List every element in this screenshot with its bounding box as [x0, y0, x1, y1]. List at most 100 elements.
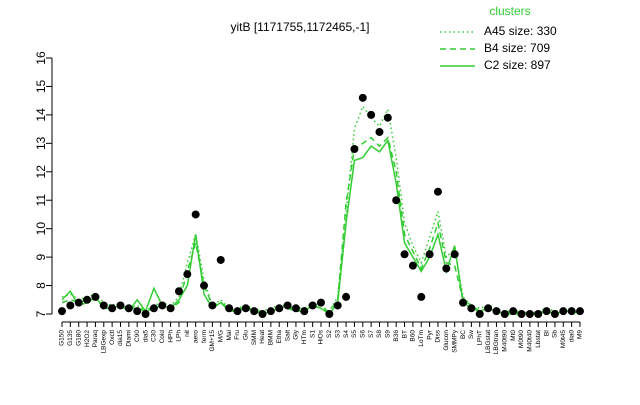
x-tick-label: SMM [251, 330, 258, 345]
x-tick-label: dia0 [568, 330, 575, 343]
x-tick-label: LBGstat [485, 330, 492, 354]
x-tick-label: S3 [334, 330, 341, 338]
legend-label: B4 size: 709 [484, 41, 550, 55]
x-tick-label: S8 [376, 330, 383, 338]
x-tick-label: S1 [309, 330, 316, 338]
data-point [408, 261, 417, 270]
x-tick-label: Paraq [92, 330, 99, 348]
x-tick-label: S2 [326, 330, 333, 338]
data-point [275, 304, 284, 313]
data-point [108, 304, 117, 313]
y-tick-label: 13 [34, 136, 48, 150]
x-tick-label: Oxctl [109, 329, 116, 344]
x-tick-label: nit [184, 330, 191, 337]
x-tick-label: Cold [159, 330, 166, 344]
y-tick-label: 11 [34, 194, 48, 207]
x-tick-label: Sw [468, 330, 475, 339]
y-tick-label: 12 [34, 165, 48, 179]
x-tick-label: M/G [217, 330, 224, 342]
x-tick-label: aero [192, 330, 199, 343]
x-tick-label: Salt [284, 330, 291, 341]
x-tick-label: Gly [293, 329, 300, 340]
data-point [149, 304, 158, 313]
data-point [400, 250, 409, 259]
data-point [576, 307, 584, 316]
x-tick-label: Etha [276, 330, 283, 344]
data-point [350, 145, 359, 154]
x-tick-label: ferm [201, 330, 208, 343]
data-point [467, 304, 476, 313]
x-tick-label: BMM [268, 330, 275, 345]
data-point [442, 264, 451, 273]
data-point [174, 287, 183, 296]
data-point [66, 301, 75, 310]
data-point [417, 292, 426, 301]
y-tick-label: 16 [34, 51, 48, 65]
data-point [475, 310, 484, 318]
data-point [459, 298, 468, 307]
data-point [300, 307, 309, 316]
x-tick-label: HiOs [318, 329, 325, 344]
data-point [166, 304, 175, 313]
data-point [91, 292, 100, 301]
data-point [308, 301, 317, 310]
x-tick-label: Fru [234, 330, 241, 340]
data-point [375, 127, 384, 136]
x-tick-label: SMMPy [451, 329, 458, 353]
data-point [333, 301, 342, 310]
x-tick-label: BT [401, 330, 408, 338]
x-tick-label: Pyr [426, 329, 433, 340]
y-tick-label: 15 [34, 79, 48, 93]
x-tick-label: dia5 [142, 330, 149, 343]
x-tick-label: S9 [385, 330, 392, 338]
data-point [74, 298, 83, 307]
x-tick-label: S6 [359, 330, 366, 338]
data-point [200, 281, 209, 290]
x-tick-label: LPh [176, 330, 183, 342]
data-point [241, 304, 250, 313]
data-point [124, 304, 133, 313]
x-tick-label: Sb [552, 330, 559, 338]
x-tick-label: Glucon [443, 330, 450, 351]
x-tick-label: dia15 [117, 330, 124, 346]
series-line [61, 138, 581, 316]
x-tick-label: S4 [343, 330, 350, 338]
data-point [291, 304, 300, 313]
data-point [492, 307, 501, 316]
series-line [61, 136, 580, 315]
x-tick-label: Mt0 [510, 330, 517, 341]
x-tick-label: Glu [243, 330, 250, 341]
data-point [525, 310, 534, 318]
data-point [58, 307, 66, 316]
data-point [433, 187, 442, 196]
x-tick-label: B36 [393, 330, 400, 342]
x-tick-label: B60 [410, 330, 417, 342]
x-tick-label: M0t45 [560, 330, 567, 348]
data-point [559, 307, 568, 316]
data-point [283, 301, 292, 310]
x-tick-label: G150 [59, 330, 66, 346]
data-point [191, 210, 200, 219]
legend-label: A45 size: 330 [484, 24, 557, 38]
x-tick-label: M0t90 [518, 330, 525, 348]
series-line [61, 104, 581, 315]
data-point [484, 304, 493, 313]
data-point [325, 310, 334, 318]
data-point [225, 304, 234, 313]
data-point [567, 307, 576, 316]
data-point [250, 307, 259, 316]
data-point [542, 307, 551, 316]
data-point [266, 307, 275, 316]
data-point [383, 113, 392, 122]
x-tick-label: BC [460, 330, 467, 339]
chart-title: yitB [1171755,1172465,-1] [231, 20, 370, 34]
y-tick-label: 9 [34, 253, 48, 260]
data-point [133, 307, 142, 316]
x-tick-label: LBGexp [100, 330, 107, 354]
data-point [317, 298, 325, 307]
x-tick-label: S5 [351, 330, 358, 338]
x-tick-label: C30 [151, 330, 158, 342]
x-tick-label: HTm [301, 330, 308, 344]
data-point [141, 310, 150, 318]
x-tick-label: Lbstat [535, 330, 542, 348]
